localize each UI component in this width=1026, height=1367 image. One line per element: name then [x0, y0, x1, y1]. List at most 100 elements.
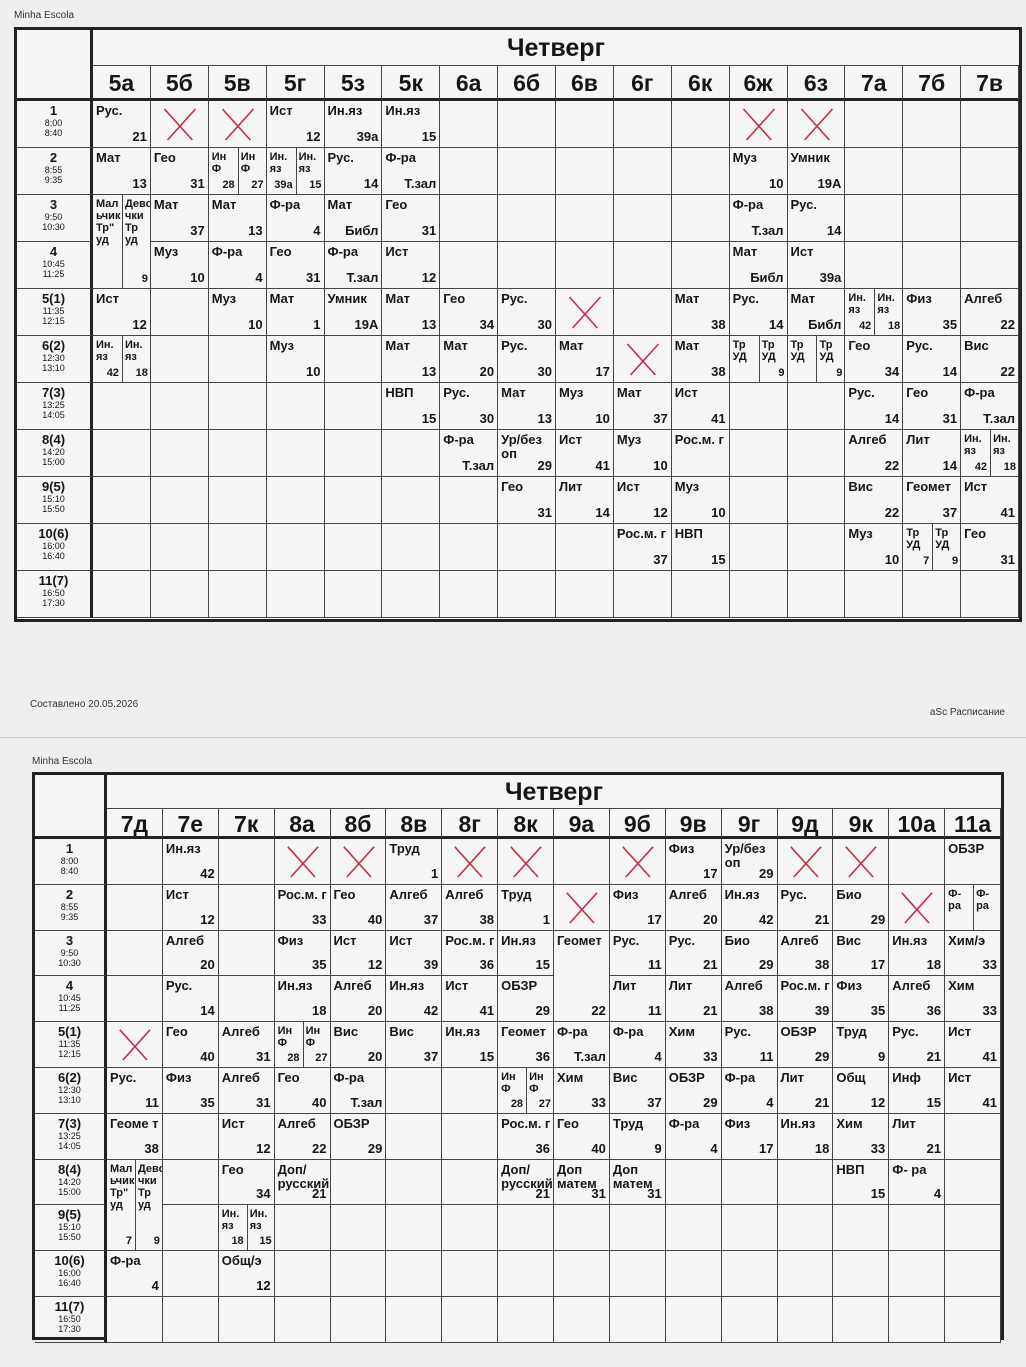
- lesson-cell: Алгеб 22: [961, 289, 1019, 336]
- subject: Ин. яз: [249, 1208, 268, 1233]
- handwritten-cross: [566, 892, 598, 924]
- group-half: Тр УД: [730, 336, 760, 382]
- subject: Ф-ра: [976, 887, 990, 912]
- lesson-cell: Гео 40: [274, 1068, 331, 1114]
- lesson-cell: Ист 41: [961, 477, 1019, 524]
- room: 33: [591, 1094, 606, 1110]
- lesson-cell: [671, 242, 730, 289]
- class-header: 11а: [945, 809, 1001, 839]
- room: 7: [125, 1235, 132, 1248]
- lesson-cell: Алгеб 22: [845, 430, 904, 477]
- room: 13: [132, 176, 147, 191]
- room: 12: [653, 505, 668, 520]
- room: 29: [814, 1048, 830, 1064]
- room: 29: [759, 865, 774, 881]
- room: 31: [256, 1048, 271, 1064]
- room: 18: [312, 1003, 327, 1019]
- lesson-cell: Ф- ра 4: [889, 1159, 946, 1206]
- room: 21: [926, 1048, 942, 1064]
- room: 38: [759, 1003, 774, 1019]
- room: 31: [1000, 552, 1015, 567]
- room: 21: [814, 911, 830, 927]
- lesson-cell: [777, 1297, 834, 1343]
- subject: Хим: [668, 1024, 696, 1040]
- room: 10: [769, 176, 784, 191]
- cross-stroke: [566, 892, 595, 924]
- lesson-cell: [208, 571, 267, 618]
- lesson-cell: [556, 571, 614, 618]
- lesson-cell: Ин.яз 18: [777, 1113, 834, 1160]
- cross-stroke: [848, 846, 878, 878]
- subject: Ин.яз: [385, 103, 421, 118]
- subject: Ф-ра: [732, 197, 764, 212]
- subject: Био: [724, 932, 750, 948]
- handwritten-cross: [221, 108, 254, 141]
- lesson-cell: [162, 1205, 219, 1252]
- lesson-cell: [787, 430, 846, 477]
- room: 12: [421, 270, 437, 285]
- subject: Мат: [674, 338, 700, 353]
- subject: Рус.: [724, 1024, 752, 1040]
- lesson-cell: Хим 33: [945, 976, 1001, 1023]
- period-start: 10:45: [58, 993, 81, 1004]
- lesson-cell: Алгеб 20: [665, 884, 722, 931]
- room: 9: [878, 1048, 886, 1064]
- lesson-cell: [729, 430, 788, 477]
- room: 36: [926, 1003, 942, 1019]
- subject: Гео: [153, 150, 176, 165]
- handwritten-cross: [800, 108, 833, 141]
- lesson-cell: [556, 101, 614, 148]
- room: 37: [653, 552, 668, 567]
- subject: Гео: [557, 1115, 579, 1131]
- room: 22: [591, 1003, 606, 1019]
- subject: Ф-ра: [443, 432, 474, 447]
- lesson-cell: Гео 34: [845, 336, 904, 383]
- room: 18: [814, 1140, 830, 1156]
- period-end: 16:40: [58, 1278, 81, 1289]
- period-number: 11(7): [54, 1299, 85, 1314]
- cross-mark: [556, 289, 614, 336]
- period-label: 5(1) 11:35 12:15: [35, 1022, 107, 1068]
- lesson-cell: [208, 101, 267, 148]
- lesson-cell: [729, 571, 788, 618]
- lesson-cell: [498, 571, 556, 618]
- period-start: 8:55: [44, 165, 63, 175]
- room: 15: [535, 957, 550, 973]
- lesson-cell: Ист 41: [671, 383, 730, 430]
- lesson-cell: [671, 148, 730, 195]
- lesson-cell: [721, 1297, 778, 1343]
- lesson-cell: [845, 571, 904, 618]
- lesson-cell: [554, 1297, 610, 1343]
- room: 4: [313, 223, 321, 238]
- subject: Рос.м. г: [674, 432, 724, 447]
- lesson-cell: Муз 10: [266, 336, 325, 383]
- lesson-cell: Ф-ра 4: [721, 1068, 778, 1114]
- lesson-cell: Мат 17: [556, 336, 614, 383]
- lesson-cell: [613, 289, 672, 336]
- subject: Вис: [612, 1070, 638, 1085]
- cross-stroke: [289, 846, 319, 878]
- period-label: 3 9:50 10:30: [17, 195, 93, 242]
- room: 15: [259, 1235, 272, 1248]
- cross-mark: [788, 101, 846, 148]
- lesson-cell: Муз 10: [556, 383, 614, 430]
- lesson-cell: [162, 1159, 219, 1206]
- room: 27: [538, 1097, 551, 1110]
- subject: Рус.: [165, 978, 193, 994]
- lesson-cell: Муз 10: [613, 430, 672, 477]
- subject: Геомет: [906, 479, 952, 494]
- subject: Гео: [385, 197, 408, 212]
- period-end: 12:15: [58, 1049, 81, 1060]
- group-half: Ин. яз 42: [845, 289, 876, 335]
- room: 21: [132, 129, 147, 144]
- class-header: 7б: [903, 66, 962, 101]
- room: 42: [859, 320, 872, 332]
- subject: Дево чки Тр уд: [124, 198, 151, 246]
- class-header: 6а: [440, 66, 499, 101]
- lesson-cell: Мал ьчик Тр" уд Дево чки Тр уд 9: [93, 195, 151, 289]
- cross-mark: [442, 839, 498, 885]
- lesson-cell: Ф-ра 4: [208, 242, 267, 289]
- period-number: 1: [65, 841, 74, 856]
- subject: Физ: [612, 886, 639, 902]
- subject: Мат: [674, 291, 700, 306]
